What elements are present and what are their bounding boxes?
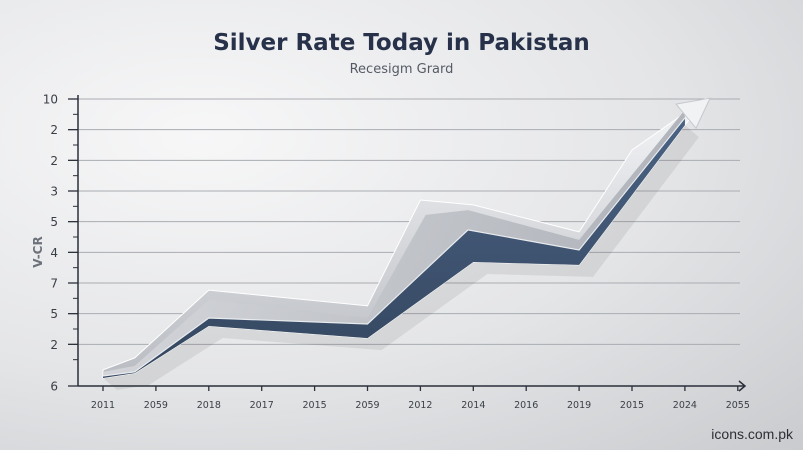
x-tick-label: 2014 (461, 400, 485, 411)
y-tick-label: 6 (50, 380, 58, 394)
ribbon-shadow (103, 125, 699, 390)
y-tick-label: 5 (50, 215, 58, 229)
y-tick-label: 4 (50, 246, 58, 260)
chart-subtitle: Recesigm Grard (349, 62, 454, 77)
x-tick-label: 2055 (726, 400, 750, 411)
x-tick-label: 2012 (408, 400, 432, 411)
x-tick-label: 2018 (197, 400, 221, 411)
watermark: icons.com.pk (711, 426, 793, 442)
x-tick-label: 2015 (303, 400, 327, 411)
y-tick-label: 2 (50, 338, 58, 352)
y-tick-label: 2 (50, 123, 58, 137)
x-tick-label: 2017 (250, 400, 274, 411)
y-tick-label: 3 (50, 185, 58, 199)
x-tick-label: 2011 (91, 400, 115, 411)
y-tick-label: 2 (50, 154, 58, 168)
y-tick-label: 10 (43, 93, 58, 107)
x-axis-arrow-icon (738, 380, 747, 392)
chart-title: Silver Rate Today in Pakistan (213, 30, 590, 56)
x-tick-label: 2015 (620, 400, 644, 411)
y-tick-label: 7 (50, 277, 58, 291)
x-tick-label: 2059 (355, 400, 379, 411)
x-tick-label: 2016 (514, 400, 538, 411)
series-mid-top (103, 109, 685, 379)
y-axis-label: V-CR (31, 236, 45, 267)
x-tick-label: 2059 (144, 400, 168, 411)
x-tick-label: 2024 (673, 400, 697, 411)
series-band-edge (102, 117, 686, 377)
y-tick-label: 5 (50, 307, 58, 321)
x-tick-label: 2019 (567, 400, 591, 411)
trend-arrow-icon (675, 97, 711, 130)
